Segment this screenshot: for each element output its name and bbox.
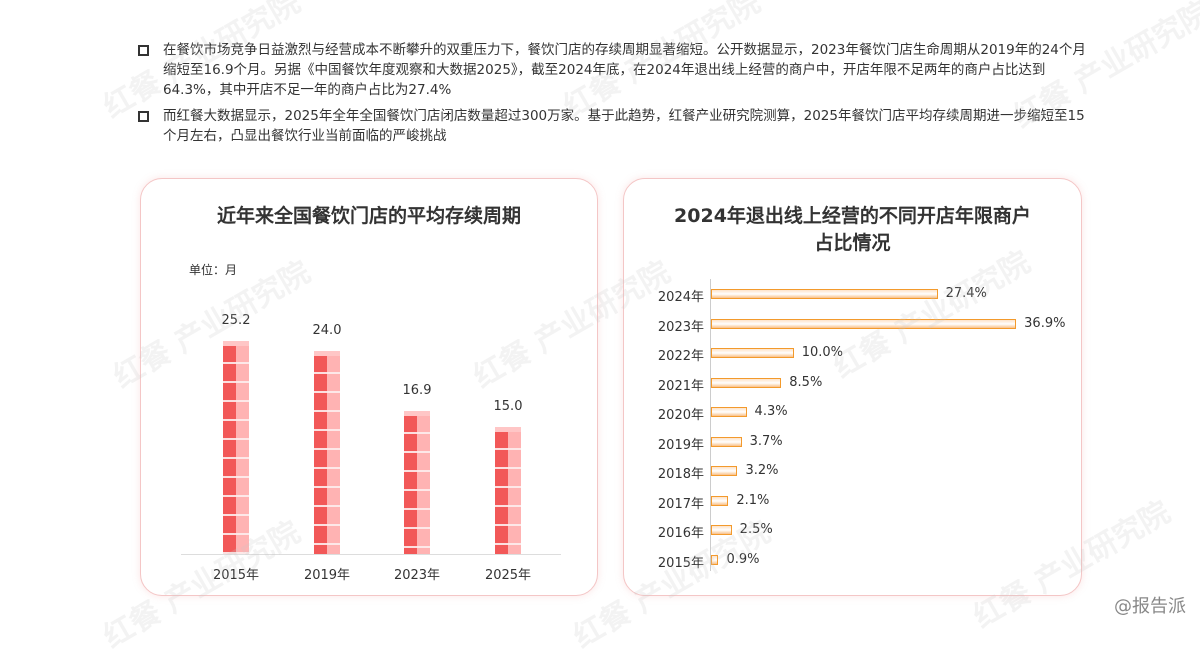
value-label: 3.2%	[745, 463, 779, 478]
paragraph-text: 在餐饮市场竞争日益激烈与经营成本不断攀升的双重压力下，餐饮门店的存续周期显著缩短…	[163, 42, 1086, 98]
bar-right-face	[417, 415, 430, 554]
value-label: 27.4%	[945, 286, 987, 301]
y-tick-label: 2018年	[657, 467, 704, 482]
paragraph-1: 在餐饮市场竞争日益激烈与经营成本不断攀升的双重压力下，餐饮门店的存续周期显著缩短…	[138, 40, 1088, 100]
bar-right-face	[327, 355, 340, 554]
y-tick-label: 2023年	[657, 319, 704, 335]
bar-1	[314, 351, 340, 554]
bar-3	[711, 377, 782, 388]
value-label: 25.2	[221, 313, 251, 329]
bar-left-face	[314, 355, 327, 554]
bar-0	[711, 289, 938, 299]
value-label: 2.1%	[736, 492, 770, 508]
paragraph-text: 而红餐大数据显示，2025年全年全国餐饮门店闭店数量超过300万家。基于此趋势，…	[163, 108, 1085, 144]
y-tick-label: 2016年	[657, 526, 704, 541]
value-label: 15.0	[493, 399, 523, 415]
chart-card-lifecycle: 近年来全国餐饮门店的平均存续周期 单位：月 25.2 2015年 24.0 2019年…	[140, 178, 598, 596]
bar-2	[404, 411, 430, 554]
bar-right-face	[236, 345, 249, 554]
value-label: 3.7%	[749, 433, 783, 449]
chart-card-exit-share: 2024年退出线上经营的不同开店年限商户 占比情况 2024年 27.4% 2023…	[623, 178, 1082, 596]
bar-top-face	[314, 351, 340, 357]
value-label: 0.9%	[726, 551, 760, 567]
bar-5	[711, 436, 742, 447]
value-label: 24.0	[312, 323, 342, 339]
paragraph-2: 而红餐大数据显示，2025年全年全国餐饮门店闭店数量超过300万家。基于此趋势，…	[138, 106, 1088, 146]
x-tick-label: 2015年	[212, 568, 260, 583]
bar-left-face	[223, 345, 236, 554]
y-axis-line	[710, 279, 711, 571]
chart-title-line-2: 占比情况	[814, 232, 891, 254]
unit-label: 单位：月	[189, 263, 238, 277]
value-label: 2.5%	[739, 522, 773, 537]
bar-top-face	[495, 427, 521, 433]
bar-left-face	[495, 431, 508, 554]
y-tick-label: 2022年	[657, 349, 704, 364]
x-tick-label: 2025年	[484, 568, 532, 583]
bar-2	[711, 348, 794, 358]
bar-7	[711, 495, 729, 506]
y-tick-label: 2021年	[657, 378, 704, 394]
value-label: 8.5%	[789, 374, 823, 390]
x-tick-label: 2023年	[393, 568, 441, 583]
y-tick-label: 2017年	[657, 496, 704, 512]
bullet-icon	[138, 45, 149, 56]
bar-9	[711, 554, 719, 565]
bar-4	[711, 407, 747, 417]
bar-top-face	[223, 341, 249, 347]
chart-title-line-1: 2024年退出线上经营的不同开店年限商户	[674, 205, 1031, 227]
x-tick-label: 2019年	[303, 568, 351, 583]
value-label: 10.0%	[801, 345, 843, 360]
x-axis-line	[181, 554, 561, 555]
y-tick-label: 2015年	[657, 555, 704, 571]
bar-0	[223, 341, 249, 554]
bar-3	[495, 427, 521, 554]
chart-title: 近年来全国餐饮门店的平均存续周期	[216, 205, 521, 227]
value-label: 36.9%	[1024, 315, 1066, 331]
bar-left-face	[404, 415, 417, 554]
bullet-icon	[138, 111, 149, 122]
y-tick-label: 2020年	[657, 408, 704, 423]
y-tick-label: 2019年	[657, 437, 704, 453]
y-tick-label: 2024年	[657, 290, 704, 305]
bar-1	[711, 318, 1017, 329]
value-label: 4.3%	[754, 404, 788, 419]
bar-6	[711, 466, 738, 476]
bar-8	[711, 525, 732, 535]
value-label: 16.9	[402, 383, 432, 399]
bar-top-face	[404, 411, 430, 417]
bar-right-face	[508, 431, 521, 554]
source-badge: @报告派	[1114, 596, 1186, 617]
